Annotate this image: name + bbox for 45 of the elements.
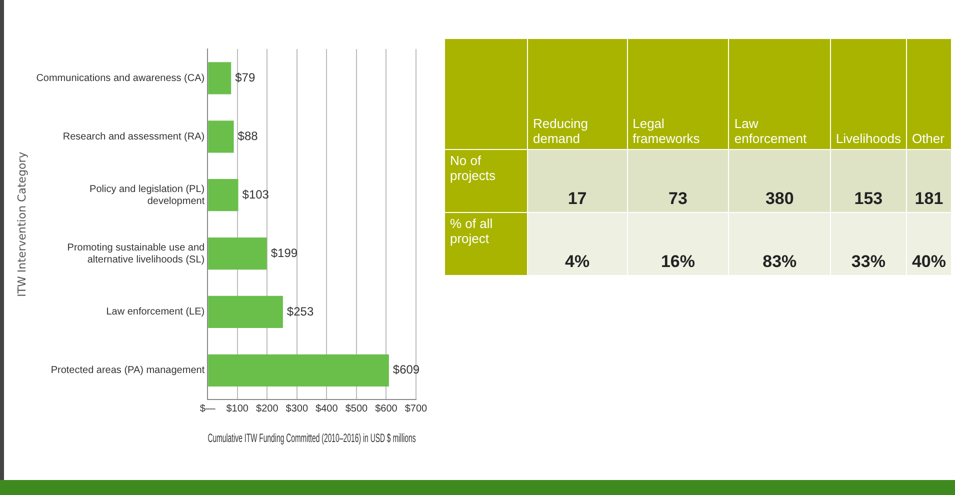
bar (208, 237, 267, 270)
x-tick-label: $— (200, 403, 216, 414)
y-tick-label: Research and assessment (RA) (62, 131, 205, 142)
x-tick-label: $200 (256, 403, 279, 414)
data-label: $609 (392, 362, 420, 377)
category-label: % of all project (450, 216, 493, 246)
x-tick-label: $300 (286, 403, 308, 414)
text: 33% (851, 252, 886, 271)
text: 153 (854, 189, 883, 208)
text: 73 (668, 189, 688, 208)
category-label: Livelihoods (830, 38, 906, 150)
text: 380 (765, 189, 794, 208)
category-label: No of projects (450, 153, 496, 183)
bar (208, 62, 232, 94)
text: 4% (565, 252, 590, 271)
text: 40% (912, 252, 946, 271)
x-tick-label: $400 (316, 403, 338, 414)
text: 16% (660, 252, 695, 271)
text: 17 (568, 189, 587, 208)
category-label: Legal frameworks (627, 38, 729, 150)
data-label: $79 (235, 70, 256, 85)
bar (208, 354, 389, 386)
y-tick-label: Protected areas (PA) management (50, 365, 205, 376)
bar (208, 120, 234, 153)
category-label: Other (906, 38, 952, 150)
bar (208, 296, 283, 328)
y-tick-label: Law enforcement (LE) (106, 306, 205, 318)
y-axis-title: ITW Intervention Category (15, 151, 28, 297)
y-tick-label: Policy and legislation (PL) development (90, 184, 205, 207)
x-tick-label: $700 (404, 403, 428, 414)
x-tick-label: $100 (226, 403, 249, 414)
data-label: $199 (270, 246, 298, 260)
text: 83% (762, 252, 797, 271)
category-label: Reducing demand (528, 38, 628, 150)
y-tick-label: Promoting sustainable use and alternative livelihoods (SL) (67, 242, 205, 266)
category-label: Law enforcement (728, 38, 830, 150)
x-axis-title: Cumulative ITW Funding Committed (2010–2016) in USD $ millions (208, 432, 416, 446)
bar (208, 179, 238, 212)
x-tick-label: $600 (375, 403, 398, 414)
y-tick-label: Communications and awareness (CA) (36, 72, 205, 84)
x-tick-label: $500 (345, 403, 368, 414)
data-label: $103 (242, 187, 270, 202)
text: 181 (914, 189, 944, 208)
data-label: $88 (238, 128, 258, 143)
data-label: $253 (286, 304, 314, 318)
